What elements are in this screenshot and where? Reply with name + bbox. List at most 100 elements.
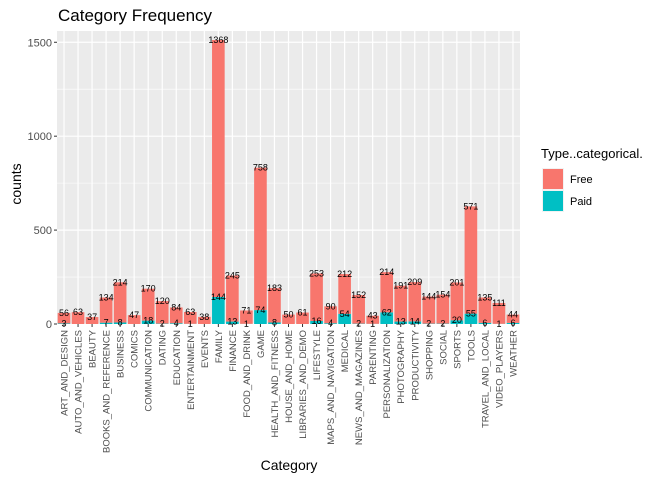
data-label-free: 154 [435, 290, 450, 300]
data-label-free: 38 [199, 312, 209, 322]
data-label-free: 71 [241, 305, 251, 315]
data-label-paid: 74 [255, 305, 265, 315]
data-label-free: 56 [59, 308, 69, 318]
data-label-paid: 6 [510, 318, 515, 328]
x-tick-label: FOOD_AND_DRINK [242, 329, 253, 417]
bar-free [99, 297, 113, 323]
data-label-paid: 3 [62, 318, 67, 328]
x-tick-label: ART_AND_DESIGN [60, 330, 71, 416]
x-tick-label: VIDEO_PLAYERS [494, 330, 505, 408]
x-tick-label: LIFESTYLE [312, 330, 323, 380]
data-label-free: 37 [87, 312, 97, 322]
legend-swatch-paid [543, 191, 563, 211]
data-label-paid: 1 [188, 319, 193, 329]
data-label-free: 183 [267, 283, 282, 293]
bar-paid [450, 320, 464, 324]
bar-free [141, 288, 155, 321]
bar-paid [99, 322, 113, 324]
bar-paid [57, 323, 71, 324]
data-label-free: 84 [171, 302, 181, 312]
data-label-paid: 18 [143, 316, 153, 326]
x-tick-label: EVENTS [200, 330, 211, 368]
x-tick-label: SPORTS [452, 330, 463, 369]
x-tick-label: EDUCATION [172, 330, 183, 385]
x-tick-label: SHOPPING [424, 330, 435, 380]
data-label-free: 43 [368, 311, 378, 321]
x-tick-label: LIBRARIES_AND_DEMO [298, 330, 309, 439]
data-label-free: 63 [73, 307, 83, 317]
x-tick-label: BEAUTY [88, 329, 99, 368]
x-tick-label: TRAVEL_AND_LOCAL [480, 330, 491, 428]
bar-free [155, 301, 169, 324]
bar-free [492, 302, 506, 324]
x-tick-label: HOUSE_AND_HOME [284, 330, 295, 423]
bar-free [127, 315, 141, 324]
data-label-free: 214 [379, 267, 394, 277]
data-label-free: 44 [508, 310, 518, 320]
data-label-paid: 20 [452, 315, 462, 325]
bar-free [380, 272, 394, 313]
bar-paid [478, 322, 492, 324]
bar-free [296, 312, 309, 324]
data-label-paid: 54 [340, 309, 350, 319]
bar-paid [310, 320, 323, 324]
bars [57, 40, 520, 324]
data-label-paid: 2 [160, 319, 165, 329]
data-label-free: 120 [155, 296, 170, 306]
data-label-free: 245 [225, 271, 240, 281]
x-tick-label: GAME [256, 330, 267, 358]
data-label-free: 209 [407, 277, 422, 287]
data-label-free: 1368 [208, 35, 228, 45]
bar-free [169, 307, 183, 324]
x-tick-label: TOOLS [466, 330, 477, 362]
x-axis: ART_AND_DESIGN AUTO_AND_VEHICLES BEAUTY BOO… [60, 324, 519, 453]
y-tick-label: 1500 [28, 37, 52, 49]
x-tick-label: PERSONALIZATION [382, 330, 393, 419]
data-label-paid: 16 [312, 316, 322, 326]
data-label-free: 152 [351, 290, 366, 300]
data-label-free: 63 [185, 307, 195, 317]
bar-free [450, 282, 464, 321]
x-tick-label: FINANCE [228, 330, 239, 372]
x-tick-label: BUSINESS [116, 330, 127, 378]
bar-free [268, 288, 281, 323]
x-tick-label: PARENTING [368, 330, 379, 385]
data-label-paid: 2 [440, 319, 445, 329]
legend-label-free: Free [570, 174, 593, 186]
bar-free [338, 274, 351, 314]
data-label-free: 170 [141, 284, 156, 294]
data-label-free: 571 [463, 201, 478, 211]
bar-paid [506, 322, 520, 324]
bar-paid [338, 313, 351, 324]
bar-paid [169, 323, 183, 324]
bar-free [183, 311, 197, 324]
legend-swatch-free [543, 169, 563, 189]
bar-free [240, 310, 253, 324]
bar-free [226, 275, 239, 322]
y-tick-label: 500 [34, 225, 52, 237]
data-label-paid: 2 [356, 319, 361, 329]
bar-paid [226, 321, 239, 324]
data-label-paid: 14 [410, 316, 420, 326]
data-label-paid: 6 [482, 318, 487, 328]
data-label-free: 201 [449, 277, 464, 287]
x-tick-label: NEWS_AND_MAGAZINES [354, 330, 365, 445]
bar-paid [394, 321, 408, 324]
bar-free [408, 282, 422, 322]
bar-free [394, 285, 408, 322]
bar-free [436, 294, 450, 324]
data-label-free: 90 [326, 301, 336, 311]
legend: Type..categorical. Free Paid [541, 146, 643, 212]
bar-free [85, 317, 99, 324]
data-label-paid: 62 [382, 307, 392, 317]
data-label-free: 50 [283, 310, 293, 320]
bar-paid [254, 310, 267, 324]
data-label-paid: 1 [244, 319, 249, 329]
data-label-paid: 13 [227, 317, 237, 327]
legend-label-paid: Paid [570, 196, 592, 208]
x-tick-label: PHOTOGRAPHY [396, 329, 407, 403]
bar-free [71, 312, 85, 324]
y-tick-label: 0 [46, 319, 52, 331]
bar-free [324, 306, 337, 324]
bar-free [113, 282, 127, 323]
